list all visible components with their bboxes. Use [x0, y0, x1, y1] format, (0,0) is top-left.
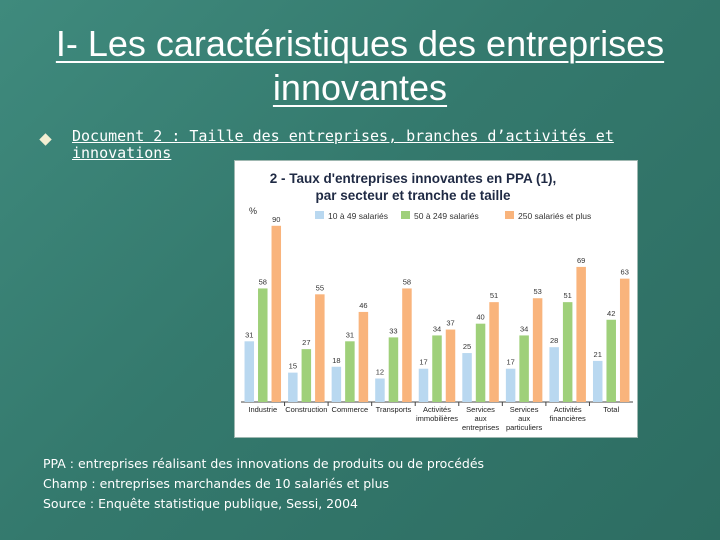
bar — [505, 368, 516, 402]
chart-title-line: par secteur et tranche de taille — [315, 188, 511, 203]
bar-value-label: 31 — [346, 330, 354, 339]
bar-value-label: 21 — [594, 350, 602, 359]
bar-value-label: 15 — [289, 362, 297, 371]
chart-svg: 2 - Taux d'entreprises innovantes en PPA… — [241, 171, 633, 432]
category-label: immobilières — [416, 414, 458, 423]
bar — [519, 335, 529, 402]
bar — [445, 329, 456, 402]
bar-value-label: 34 — [433, 324, 441, 333]
note-champ: Champ : entreprises marchandes de 10 sal… — [43, 476, 390, 491]
bar-value-label: 55 — [316, 283, 324, 292]
category-label: financières — [550, 414, 587, 423]
bar-value-label: 46 — [359, 301, 367, 310]
category-label: Transports — [376, 405, 412, 414]
bullet-diamond-icon — [39, 133, 52, 146]
bar-value-label: 63 — [621, 268, 629, 277]
bar-value-label: 17 — [506, 358, 514, 367]
bar-value-label: 27 — [302, 338, 310, 347]
bar — [345, 341, 355, 402]
category-label: Industrie — [248, 405, 277, 414]
bar-value-label: 28 — [550, 336, 558, 345]
bar — [258, 288, 268, 402]
bar — [244, 341, 255, 402]
bar — [619, 278, 630, 402]
bar — [288, 372, 298, 402]
category-label: Activités — [554, 405, 582, 414]
bar — [549, 347, 559, 402]
bar — [592, 360, 603, 402]
bar — [271, 225, 282, 402]
bar-value-label: 90 — [272, 215, 280, 224]
bar-chart: 2 - Taux d'entreprises innovantes en PPA… — [234, 160, 638, 438]
legend-label: 250 salariés et plus — [518, 211, 591, 221]
bar — [432, 335, 442, 402]
bar — [576, 266, 586, 402]
bar — [489, 302, 499, 402]
category-label: aux — [518, 414, 530, 423]
chart-title-line: 2 - Taux d'entreprises innovantes en PPA… — [270, 171, 557, 186]
bar — [562, 302, 573, 402]
note-ppa: PPA : entreprises réalisant des innovati… — [43, 456, 485, 471]
category-label: Services — [466, 405, 495, 414]
category-label: Activités — [423, 405, 451, 414]
bar-value-label: 53 — [533, 287, 541, 296]
category-label: Construction — [285, 405, 327, 414]
note-source: Source : Enquête statistique publique, S… — [43, 496, 358, 511]
bar-value-label: 40 — [476, 313, 484, 322]
bar-value-label: 51 — [490, 291, 498, 300]
bar-value-label: 58 — [403, 277, 411, 286]
bar — [402, 288, 412, 402]
bar-value-label: 18 — [332, 356, 340, 365]
bar-value-label: 58 — [259, 277, 267, 286]
bar — [532, 298, 543, 402]
y-axis-unit-label: % — [249, 206, 257, 216]
bar — [418, 368, 429, 402]
bar — [315, 294, 325, 402]
bar-value-label: 12 — [376, 368, 384, 377]
bar — [375, 378, 385, 402]
legend-swatch — [315, 211, 324, 219]
category-label: Commerce — [332, 405, 369, 414]
bar — [358, 311, 369, 402]
bar-value-label: 25 — [463, 342, 471, 351]
bar-value-label: 17 — [419, 358, 427, 367]
legend-label: 50 à 249 salariés — [414, 211, 479, 221]
category-label: particuliers — [506, 423, 543, 432]
bar-value-label: 37 — [446, 319, 454, 328]
bar — [388, 337, 399, 402]
bar-value-label: 31 — [245, 330, 253, 339]
bar — [475, 323, 486, 402]
legend-swatch — [401, 211, 410, 219]
category-label: aux — [475, 414, 487, 423]
legend-label: 10 à 49 salariés — [328, 211, 388, 221]
bar — [331, 366, 342, 402]
bar-value-label: 42 — [607, 309, 615, 318]
bar — [606, 319, 616, 402]
legend-swatch — [505, 211, 514, 219]
slide-title: I- Les caractéristiques des entreprises … — [55, 23, 665, 108]
bar — [462, 353, 472, 402]
bar-value-label: 51 — [563, 291, 571, 300]
document-label: Document 2 : Taille des entreprises, bra… — [72, 127, 614, 162]
category-label: entreprises — [462, 423, 499, 432]
bar-value-label: 69 — [577, 256, 585, 265]
source-notes: PPA : entreprises réalisant des innovati… — [43, 454, 683, 514]
bar — [301, 349, 312, 402]
bar-value-label: 33 — [389, 326, 397, 335]
bar-value-label: 34 — [520, 324, 528, 333]
category-label: Services — [510, 405, 539, 414]
category-label: Total — [603, 405, 619, 414]
